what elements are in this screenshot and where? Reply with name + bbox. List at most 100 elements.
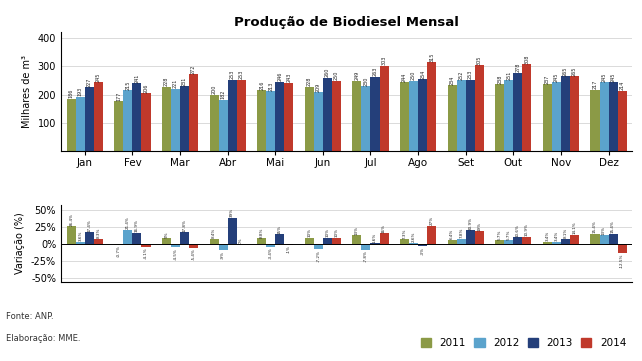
Title: Produção de Biodiesel Mensal: Produção de Biodiesel Mensal: [234, 16, 459, 29]
Text: -1%: -1%: [287, 245, 291, 253]
Bar: [352, 235, 361, 244]
Text: 245: 245: [602, 72, 607, 82]
Bar: [447, 240, 456, 244]
Text: 245: 245: [96, 72, 101, 82]
Bar: [618, 244, 627, 253]
Bar: [162, 87, 171, 151]
Text: 308: 308: [525, 55, 530, 64]
Bar: [209, 239, 218, 244]
Bar: [370, 77, 379, 151]
Text: -4.5%: -4.5%: [173, 248, 177, 260]
Bar: [237, 80, 246, 151]
Text: 213: 213: [268, 81, 273, 91]
Text: 245: 245: [611, 72, 616, 82]
Bar: [180, 86, 189, 151]
Text: 3.4%: 3.4%: [555, 231, 559, 242]
Text: 26.4%: 26.4%: [69, 213, 73, 226]
Bar: [162, 238, 171, 244]
Bar: [314, 92, 323, 151]
Text: 209: 209: [316, 82, 321, 92]
Text: 253: 253: [230, 70, 235, 79]
Text: 272: 272: [191, 65, 196, 74]
Bar: [257, 90, 266, 151]
Bar: [409, 243, 418, 244]
Bar: [495, 240, 504, 244]
Bar: [305, 238, 314, 244]
Bar: [352, 81, 361, 151]
Text: 13%: 13%: [602, 226, 606, 235]
Text: 260: 260: [325, 68, 330, 77]
Text: -7.2%: -7.2%: [317, 250, 320, 262]
Bar: [94, 239, 103, 244]
Text: 186: 186: [69, 89, 74, 98]
Text: 19%: 19%: [477, 222, 482, 231]
Bar: [543, 242, 552, 244]
Text: 3.6%: 3.6%: [78, 231, 82, 241]
Text: 200: 200: [212, 85, 216, 94]
Bar: [141, 93, 150, 151]
Text: 252: 252: [458, 70, 464, 79]
Bar: [400, 239, 409, 244]
Bar: [370, 243, 379, 244]
Text: 10%: 10%: [334, 228, 338, 237]
Text: 16.9%: 16.9%: [135, 219, 139, 232]
Text: 227: 227: [87, 77, 92, 87]
Bar: [266, 91, 275, 151]
Text: 7.3%: 7.3%: [403, 229, 406, 239]
Bar: [552, 242, 561, 244]
Bar: [132, 233, 141, 244]
Text: 15.4%: 15.4%: [611, 221, 615, 233]
Text: 0%: 0%: [239, 237, 243, 244]
Text: 249: 249: [354, 71, 360, 81]
Text: 230: 230: [363, 77, 369, 86]
Bar: [218, 100, 228, 151]
Text: 17.4%: 17.4%: [87, 219, 91, 232]
Y-axis label: Variação (%): Variação (%): [15, 212, 26, 274]
Text: 7.8%: 7.8%: [459, 228, 463, 239]
Text: 250: 250: [411, 71, 416, 80]
Bar: [609, 82, 618, 151]
Text: 2.6%: 2.6%: [412, 232, 415, 242]
Text: 246: 246: [277, 72, 282, 81]
Text: 5.7%: 5.7%: [507, 230, 511, 240]
Bar: [456, 239, 465, 244]
Bar: [361, 244, 370, 249]
Text: 8.4%: 8.4%: [212, 228, 216, 238]
Bar: [570, 76, 579, 151]
Bar: [514, 237, 523, 244]
Bar: [85, 232, 94, 244]
Bar: [361, 86, 370, 151]
Text: 8.3%: 8.3%: [96, 228, 100, 238]
Text: 238: 238: [498, 74, 502, 83]
Text: 305: 305: [477, 55, 482, 65]
Bar: [379, 66, 388, 151]
Text: Elaboração: MME.: Elaboração: MME.: [6, 334, 81, 343]
Bar: [284, 244, 293, 245]
Text: 10%: 10%: [325, 228, 329, 237]
Bar: [475, 231, 484, 244]
Bar: [495, 84, 504, 151]
Bar: [543, 84, 552, 151]
Text: 10.9%: 10.9%: [525, 223, 529, 236]
Text: 5.7%: 5.7%: [498, 230, 502, 240]
Text: 278: 278: [516, 63, 521, 72]
Bar: [409, 81, 418, 151]
Bar: [76, 97, 85, 151]
Bar: [266, 244, 275, 247]
Bar: [400, 82, 409, 151]
Bar: [475, 65, 484, 151]
Bar: [67, 226, 76, 244]
Text: 254: 254: [420, 70, 425, 79]
Bar: [447, 85, 456, 151]
Text: 245: 245: [554, 72, 559, 82]
Text: 315: 315: [429, 52, 434, 62]
Text: 241: 241: [134, 73, 139, 83]
Text: 8.8%: 8.8%: [259, 227, 264, 238]
Text: 303: 303: [381, 56, 386, 65]
Text: -12.5%: -12.5%: [620, 253, 624, 268]
Text: 20.9%: 20.9%: [468, 217, 473, 230]
Text: 1.6%: 1.6%: [373, 232, 377, 243]
Text: 8.1%: 8.1%: [564, 228, 568, 238]
Text: -0.7%: -0.7%: [117, 245, 121, 257]
Text: Fonte: ANP.: Fonte: ANP.: [6, 313, 54, 322]
